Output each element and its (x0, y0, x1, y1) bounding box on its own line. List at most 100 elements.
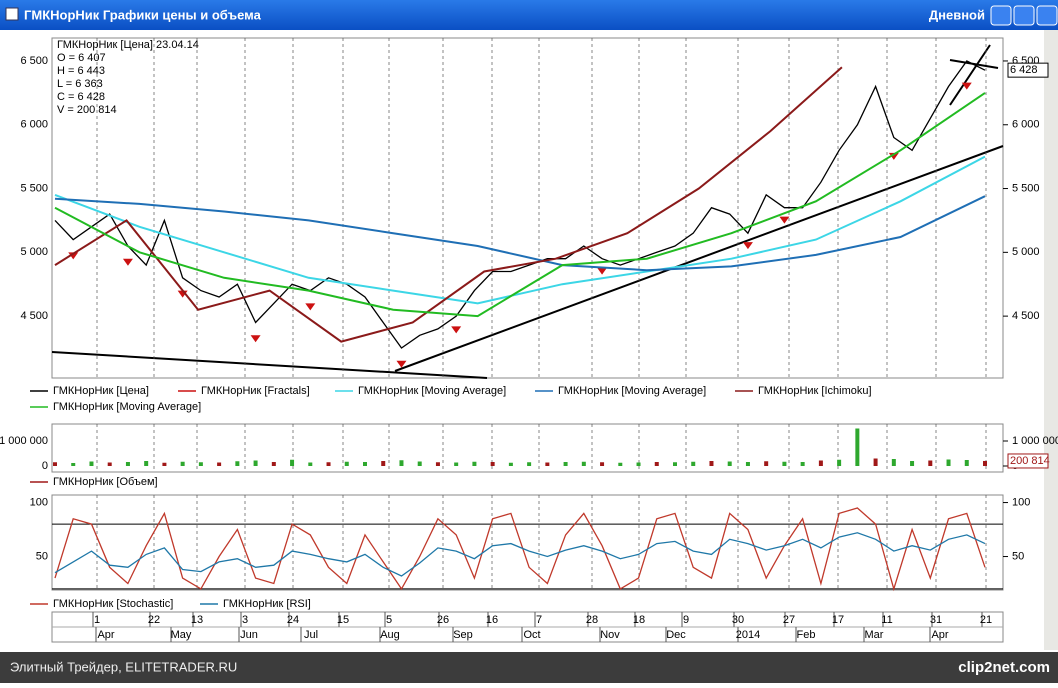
volume-bar (983, 460, 987, 466)
minimize-button[interactable] (990, 5, 1012, 26)
y-tick-label: 6 000 (1012, 119, 1040, 131)
legend-label: ГМКНорНик [Fractals] (201, 385, 310, 397)
maximize-button[interactable] (1013, 5, 1035, 26)
day-label: 9 (683, 614, 689, 626)
day-label: 17 (832, 614, 844, 626)
volume-bar (818, 460, 823, 466)
window-title: ГМКНорНик Графики цены и объема (24, 7, 262, 22)
volume-bar (928, 460, 933, 466)
fractal-arrow (961, 82, 972, 90)
y-tick-label: 6 000 (20, 119, 48, 131)
volume-bar (381, 461, 386, 466)
close-button[interactable] (1036, 5, 1058, 26)
volume-bar (180, 461, 185, 466)
month-label: Jul (304, 629, 318, 641)
volume-bar (53, 462, 57, 466)
last-value-label: 200 814 (1010, 455, 1050, 467)
month-label: Sep (453, 629, 473, 641)
volume-panel (51, 423, 1004, 473)
volume-bar (727, 461, 732, 466)
day-label: 21 (980, 614, 992, 626)
series-line (54, 155, 986, 305)
last-value-label: 6 428 (1010, 64, 1038, 76)
legend-label: ГМКНорНик [Объем] (53, 476, 158, 488)
fractal-arrow (597, 267, 608, 275)
period[interactable]: Дневной (929, 7, 985, 22)
info-line: C = 6 428 (57, 91, 105, 103)
volume-bar (435, 462, 440, 466)
volume-bar (946, 459, 951, 466)
day-label: 7 (536, 614, 542, 626)
volume-bar (855, 428, 860, 466)
month-label: Apr (97, 629, 114, 641)
clip2net-logo[interactable]: clip2net.com (958, 659, 1050, 676)
month-label: Oct (523, 629, 540, 641)
price-panel (51, 37, 1004, 379)
volume-bar (363, 462, 367, 466)
volume-bar (873, 458, 878, 466)
volume-bar (417, 461, 422, 466)
day-label: 5 (386, 614, 392, 626)
volume-bar (527, 462, 532, 466)
day-label: 18 (633, 614, 645, 626)
fractal-arrow (396, 360, 407, 368)
window-icon (5, 7, 19, 21)
month-label: Nov (600, 629, 620, 641)
fractal-arrow (122, 258, 133, 266)
legend-label: ГМКНорНик [Moving Average] (358, 385, 506, 397)
volume-bar (636, 462, 641, 466)
volume-bar (581, 461, 586, 466)
trend-line (394, 145, 1004, 372)
volume-bar (837, 459, 842, 466)
volume-bar (290, 459, 295, 466)
last-value-box (1007, 62, 1049, 78)
fractal-arrow (888, 152, 899, 160)
volume-bar (454, 462, 459, 466)
y-tick-label: 5 000 (1012, 246, 1040, 258)
scrollbar[interactable] (1044, 30, 1058, 650)
volume-bar (891, 459, 896, 466)
volume-bar (673, 462, 677, 466)
series-line (54, 507, 986, 592)
volume-bar (399, 460, 404, 466)
volume-bar (618, 462, 623, 466)
volume-bar (89, 461, 94, 466)
status-bar (0, 652, 1058, 683)
volume-bar (508, 462, 513, 466)
y-tick-label: 4 500 (1012, 310, 1040, 322)
month-label: 2014 (736, 629, 760, 641)
month-label: Mar (865, 629, 884, 641)
y-tick-label: 100 (30, 496, 48, 508)
volume-bar (800, 462, 805, 466)
y-tick-label: 5 000 (20, 246, 48, 258)
day-label: 11 (881, 614, 892, 626)
y-tick-label: 1 000 000 (0, 435, 48, 447)
legend-label: ГМКНорНик [Цена] (53, 385, 149, 397)
day-label: 24 (287, 614, 299, 626)
volume-bar (910, 461, 915, 466)
day-label: 27 (783, 614, 795, 626)
fractal-arrow (250, 335, 261, 343)
volume-bar (745, 462, 750, 466)
volume-bar (964, 460, 969, 466)
volume-bar (344, 461, 349, 466)
volume-bar (782, 461, 787, 466)
series-line (54, 92, 986, 318)
series-line (54, 66, 843, 343)
volume-bar (198, 462, 203, 466)
volume-bar (764, 461, 769, 466)
volume-bar (162, 462, 167, 466)
trend-line (949, 44, 991, 106)
month-label: Dec (666, 629, 686, 641)
volume-bar (217, 462, 222, 466)
volume-bar (107, 462, 112, 466)
series-line (54, 532, 986, 577)
day-label: 31 (930, 614, 942, 626)
month-label: May (171, 629, 192, 641)
day-label: 22 (148, 614, 160, 626)
volume-bar (71, 463, 76, 466)
legend-label: ГМКНорНик [Moving Average] (558, 385, 706, 397)
day-label: 28 (586, 614, 598, 626)
month-label: Aug (380, 629, 400, 641)
